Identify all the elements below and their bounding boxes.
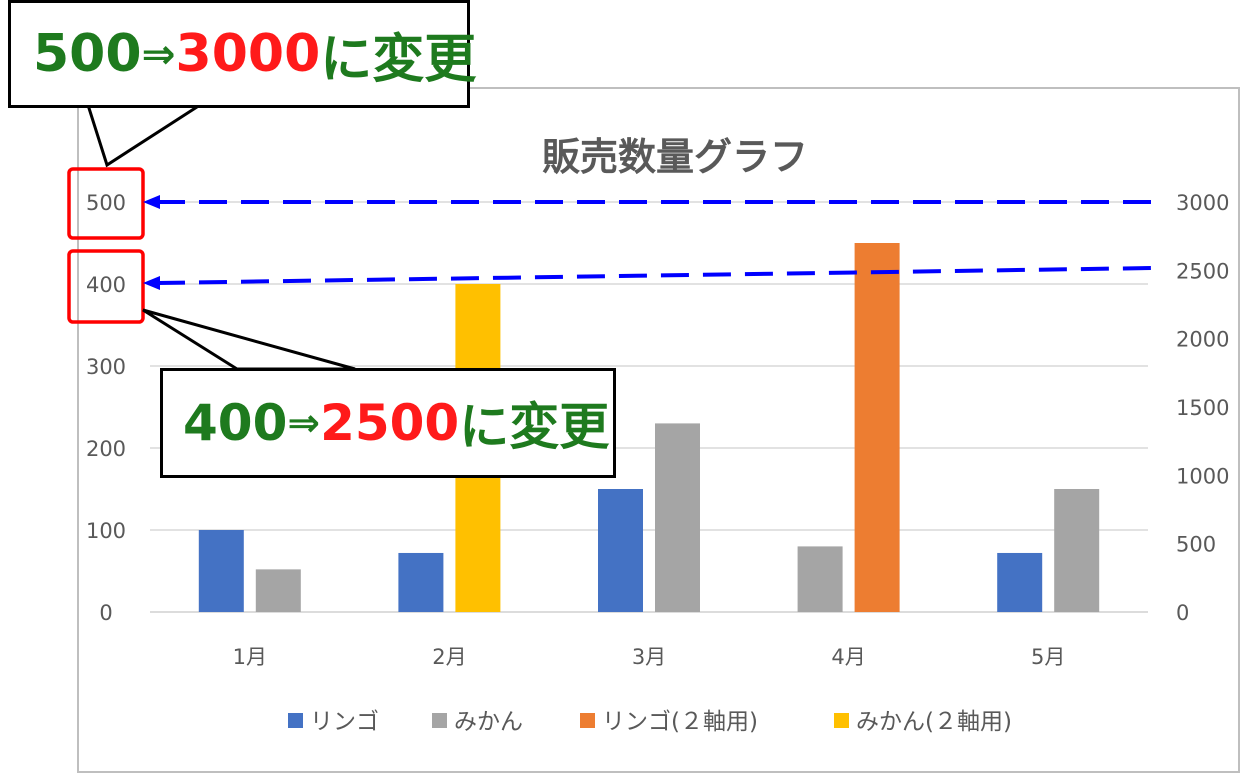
arrowhead-top bbox=[143, 195, 160, 209]
bar bbox=[655, 423, 700, 612]
secondary-tick-label: 1500 bbox=[1176, 396, 1229, 420]
secondary-tick-label: 2000 bbox=[1176, 328, 1229, 352]
callout-middle-new: 2500 bbox=[320, 394, 460, 452]
category-label: 1月 bbox=[233, 645, 267, 669]
legend: リンゴ みかん リンゴ(２軸用) みかん(２軸用) bbox=[288, 709, 1012, 735]
annotation-layer bbox=[67, 103, 1164, 371]
callout-top: 500 ⇒ 3000 に変更 bbox=[8, 0, 476, 108]
legend-swatch bbox=[580, 713, 595, 728]
category-label: 2月 bbox=[432, 645, 466, 669]
primary-tick-label: 300 bbox=[86, 355, 126, 379]
secondary-tick-label: 2500 bbox=[1176, 259, 1229, 283]
highlight-box-500 bbox=[67, 167, 145, 240]
secondary-tick-label: 0 bbox=[1176, 601, 1189, 625]
secondary-tick-label: 500 bbox=[1176, 533, 1216, 557]
bar bbox=[797, 546, 843, 612]
category-label: 5月 bbox=[1031, 645, 1065, 669]
primary-tick-label: 400 bbox=[86, 273, 126, 297]
bar bbox=[854, 243, 900, 612]
callout-middle-old: 400 bbox=[183, 394, 288, 452]
highlight-box-400 bbox=[67, 249, 145, 324]
legend-label: リンゴ bbox=[310, 709, 379, 735]
arrowhead-middle bbox=[143, 276, 160, 290]
secondary-tick-label: 1000 bbox=[1176, 464, 1229, 488]
chart-title: 販売数量グラフ bbox=[542, 135, 808, 179]
bar bbox=[198, 530, 244, 612]
primary-axis-ticks: 0 100 200 300 400 500 bbox=[86, 191, 126, 625]
primary-tick-label: 100 bbox=[86, 519, 126, 543]
legend-swatch bbox=[432, 713, 447, 728]
primary-tick-label: 500 bbox=[86, 191, 126, 215]
bar bbox=[997, 552, 1043, 612]
callout-top-new: 3000 bbox=[175, 24, 321, 84]
callout-top-arrow: ⇒ bbox=[141, 30, 176, 78]
primary-tick-label: 0 bbox=[99, 601, 112, 625]
legend-label: みかん(２軸用) bbox=[856, 709, 1012, 735]
bar bbox=[1054, 489, 1100, 612]
legend-swatch bbox=[288, 713, 303, 728]
callout-middle: 400 ⇒ 2500 に変更 bbox=[160, 368, 616, 478]
legend-swatch bbox=[834, 713, 849, 728]
bar bbox=[598, 489, 643, 612]
primary-tick-label: 200 bbox=[86, 437, 126, 461]
callout-middle-arrow: ⇒ bbox=[287, 400, 321, 446]
callout-top-old: 500 bbox=[33, 24, 142, 84]
category-labels: 1月 2月 3月 4月 5月 bbox=[233, 645, 1066, 669]
bar bbox=[398, 552, 444, 612]
category-label: 3月 bbox=[632, 645, 666, 669]
secondary-axis-ticks: 0 500 1000 1500 2000 2500 3000 bbox=[1176, 191, 1229, 625]
legend-label: リンゴ(２軸用) bbox=[602, 709, 758, 735]
legend-label: みかん bbox=[454, 709, 523, 735]
callout-top-suffix: に変更 bbox=[320, 29, 477, 90]
bar bbox=[255, 569, 301, 612]
callout-middle-suffix: に変更 bbox=[459, 398, 610, 456]
category-label: 4月 bbox=[831, 645, 865, 669]
secondary-tick-label: 3000 bbox=[1176, 191, 1229, 215]
